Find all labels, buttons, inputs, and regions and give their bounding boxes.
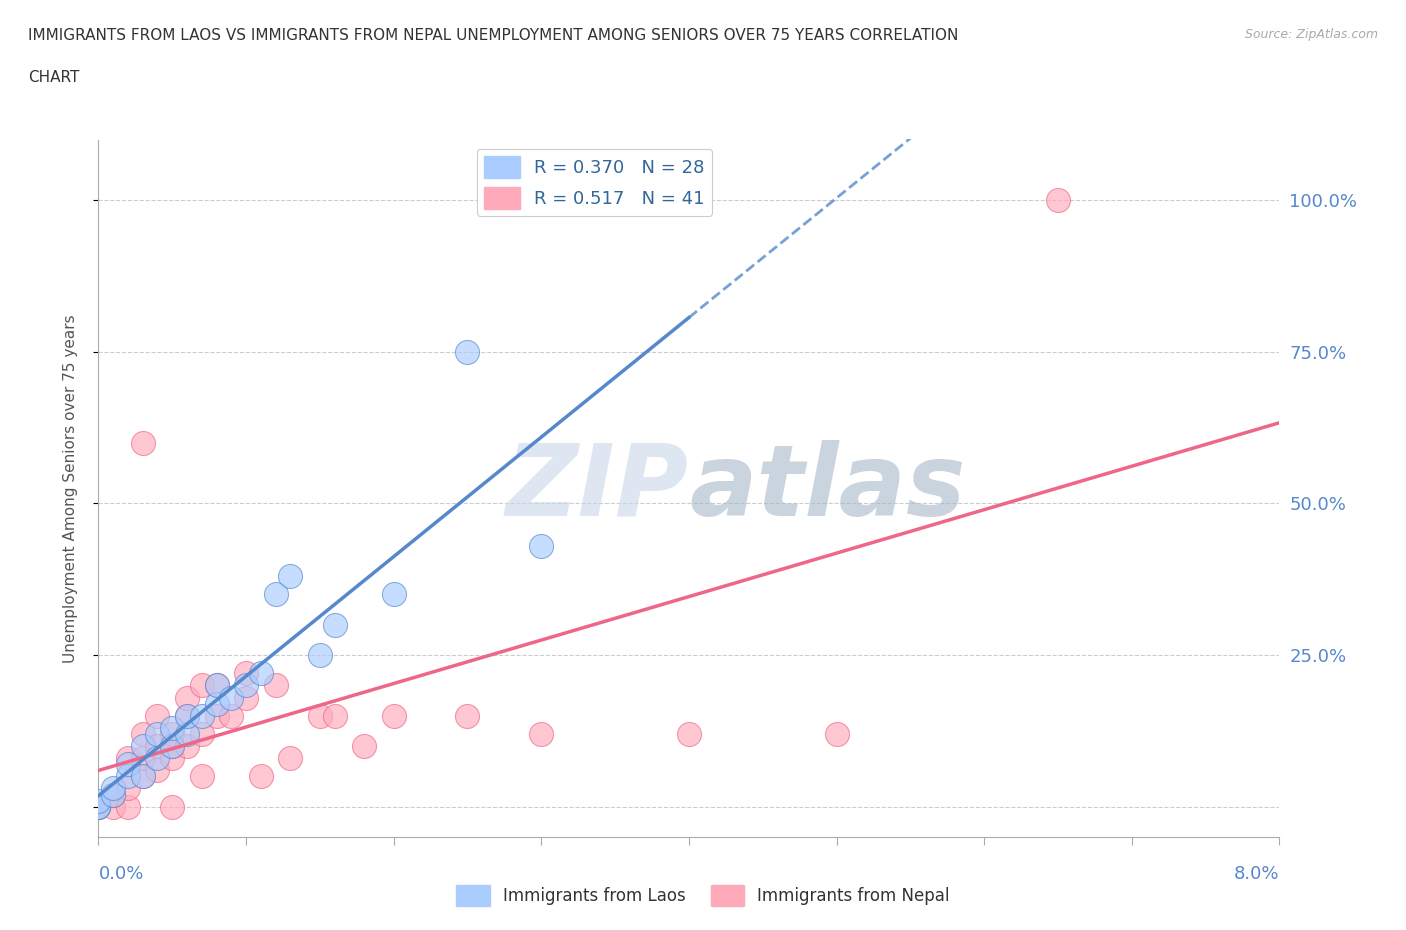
Point [278,751,302,765]
Point [353,738,375,753]
Point [264,678,287,693]
Point [191,769,214,784]
Point [132,726,155,741]
Point [176,709,198,724]
Point [205,709,228,724]
Point [235,678,257,693]
Point [456,344,478,359]
Point [103,799,125,814]
Point [146,726,169,741]
Point [132,738,155,753]
Point [191,709,214,724]
Point [87,799,110,814]
Point [219,709,242,724]
Point [205,678,228,693]
Point [176,690,198,705]
Point [132,769,155,784]
Text: IMMIGRANTS FROM LAOS VS IMMIGRANTS FROM NEPAL UNEMPLOYMENT AMONG SENIORS OVER 75: IMMIGRANTS FROM LAOS VS IMMIGRANTS FROM … [28,28,959,43]
Point [87,799,110,814]
Point [456,709,478,724]
Point [176,738,198,753]
Point [162,751,183,765]
Point [117,751,139,765]
Point [87,799,110,814]
Point [117,769,139,784]
Point [176,726,198,741]
Text: Source: ZipAtlas.com: Source: ZipAtlas.com [1244,28,1378,41]
Text: 8.0%: 8.0% [1234,865,1279,883]
Point [235,666,257,681]
Point [382,709,405,724]
Text: atlas: atlas [689,440,966,537]
Point [132,769,155,784]
Point [191,678,214,693]
Point [250,666,273,681]
Point [117,757,139,772]
Point [132,751,155,765]
Point [678,726,700,741]
Text: ZIP: ZIP [506,440,689,537]
Point [219,690,242,705]
Point [323,618,346,632]
Point [103,787,125,802]
Point [825,726,848,741]
Point [146,738,169,753]
Legend: R = 0.370   N = 28, R = 0.517   N = 41: R = 0.370 N = 28, R = 0.517 N = 41 [477,149,713,216]
Point [382,587,405,602]
Point [323,709,346,724]
Point [1046,193,1069,207]
Point [308,647,332,662]
Point [103,787,125,802]
Text: 0.0%: 0.0% [98,865,143,883]
Legend: Immigrants from Laos, Immigrants from Nepal: Immigrants from Laos, Immigrants from Ne… [450,879,956,912]
Point [278,569,302,584]
Point [530,726,553,741]
Point [264,587,287,602]
Point [235,690,257,705]
Point [162,738,183,753]
Point [162,721,183,736]
Text: CHART: CHART [28,70,80,85]
Point [146,709,169,724]
Point [87,799,110,814]
Point [308,709,332,724]
Point [205,678,228,693]
Point [103,781,125,796]
Point [162,738,183,753]
Point [132,435,155,450]
Point [117,781,139,796]
Point [205,697,228,711]
Point [146,751,169,765]
Y-axis label: Unemployment Among Seniors over 75 years: Unemployment Among Seniors over 75 years [63,314,77,662]
Point [117,799,139,814]
Point [530,538,553,553]
Point [176,709,198,724]
Point [162,799,183,814]
Point [250,769,273,784]
Point [191,726,214,741]
Point [87,793,110,808]
Point [162,726,183,741]
Point [146,763,169,777]
